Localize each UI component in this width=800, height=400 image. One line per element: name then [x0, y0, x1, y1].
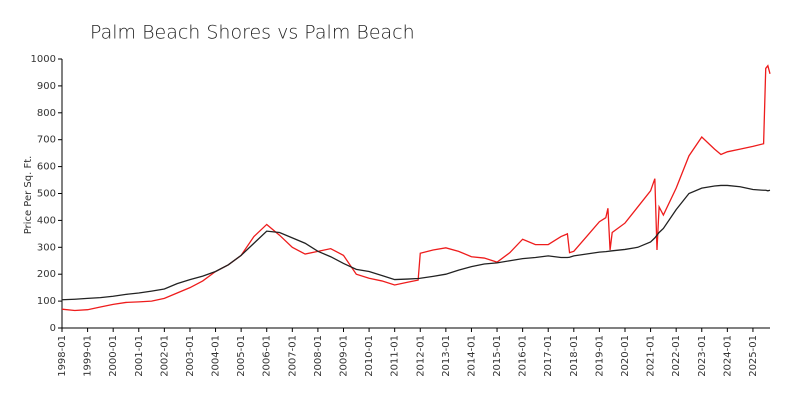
y-tick-label: 900 [37, 81, 56, 92]
y-tick-label: 400 [37, 215, 56, 226]
x-tick-label: 2004-01 [211, 335, 222, 377]
x-tick-label: 1998-01 [57, 335, 68, 377]
x-tick-label: 2006-01 [262, 335, 273, 377]
y-tick-label: 100 [37, 296, 56, 307]
y-tick-label: 700 [37, 135, 56, 146]
x-tick-label: 2022-01 [671, 335, 682, 377]
x-tick-label: 2019-01 [594, 335, 605, 377]
x-tick-label: 2024-01 [722, 335, 733, 377]
y-tick-label: 1000 [31, 54, 56, 65]
series-line [61, 64, 771, 312]
x-tick-label: 2007-01 [287, 335, 298, 377]
y-tick-label: 300 [37, 242, 56, 253]
x-tick-label: 2005-01 [236, 335, 247, 377]
x-tick-label: 2009-01 [338, 335, 349, 377]
x-tick-label: 2014-01 [466, 335, 477, 377]
x-tick-label: 2025-01 [748, 335, 759, 377]
y-tick-label: 500 [37, 189, 56, 200]
x-tick-label: 2003-01 [185, 335, 196, 377]
y-axis-label: Price Per Sq. Ft. [23, 156, 34, 235]
y-tick-label: 600 [37, 162, 56, 173]
x-tick-label: 2013-01 [441, 335, 452, 377]
x-tick-label: 2020-01 [620, 335, 631, 377]
x-tick-label: 2023-01 [697, 335, 708, 377]
x-tick-label: 2008-01 [313, 335, 324, 377]
x-tick-label: 2010-01 [364, 335, 375, 377]
chart-title: Palm Beach Shores vs Palm Beach [90, 22, 415, 44]
x-tick-label: 2015-01 [492, 335, 503, 377]
x-tick-label: 2002-01 [159, 335, 170, 377]
x-tick-label: 1999-01 [83, 335, 94, 377]
x-tick-label: 2017-01 [543, 335, 554, 377]
x-tick-label: 2018-01 [569, 335, 580, 377]
y-tick-label: 0 [50, 323, 56, 334]
series-line [61, 184, 771, 301]
y-tick-label: 800 [37, 108, 56, 119]
x-tick-label: 2021-01 [646, 335, 657, 377]
y-tick-label: 200 [37, 269, 56, 280]
x-tick-label: 2001-01 [134, 335, 145, 377]
x-tick-label: 2000-01 [108, 335, 119, 377]
x-tick-label: 2012-01 [415, 335, 426, 377]
x-tick-label: 2011-01 [390, 335, 401, 377]
x-tick-label: 2016-01 [518, 335, 529, 377]
